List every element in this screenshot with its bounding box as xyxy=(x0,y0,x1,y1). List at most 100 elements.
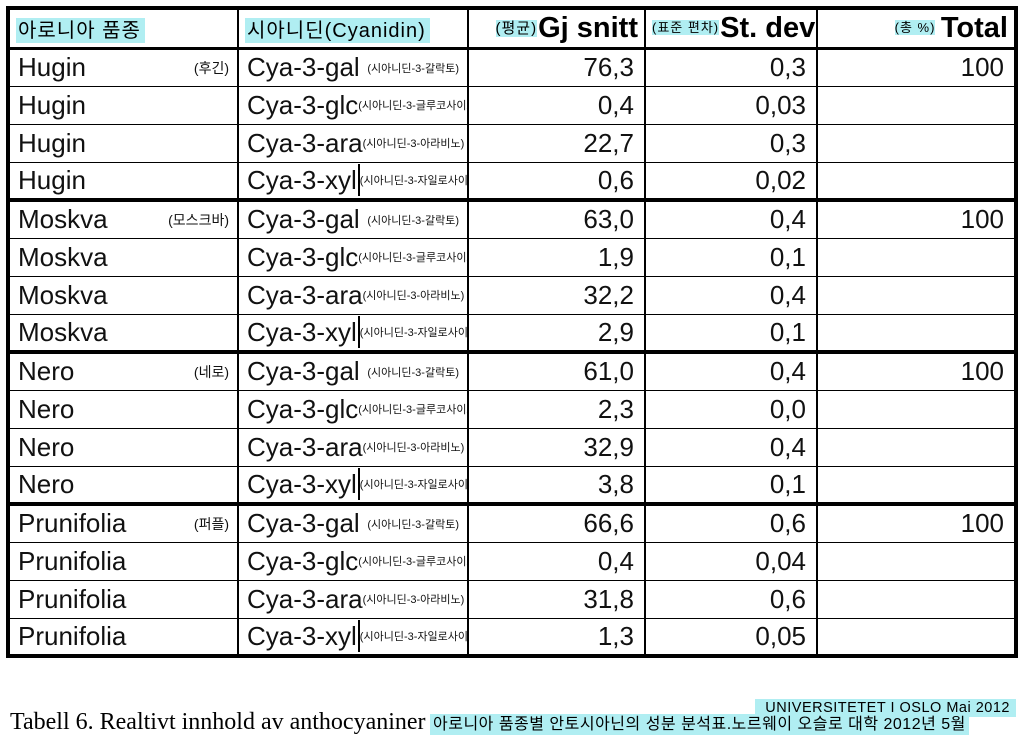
mean-value: 31,8 xyxy=(467,579,645,618)
cyanidin-cell: Cya-3-glc (시아니딘-3-글루코사이드) xyxy=(237,237,468,276)
stdev-value: 0,6 xyxy=(644,502,817,542)
cultivar-cell: Hugin (후긴) xyxy=(7,47,238,86)
cyanidin-korean-note: (시아니딘-3-글루코사이드) xyxy=(358,404,468,416)
table-row: Moskva Cya-3-xyl (시아니딘-3-자일로사이드) 2,9 0,1 xyxy=(7,313,1016,352)
cultivar-name: Hugin xyxy=(18,164,86,195)
table-row: Hugin Cya-3-xyl (시아니딘-3-자일로사이드) 0,6 0,02 xyxy=(7,161,1016,200)
header-mean: (평균)Gj snitt xyxy=(467,7,645,50)
header-cyanidin: 시아니딘(Cyanidin) xyxy=(237,7,468,50)
mean-value: 0,4 xyxy=(467,541,645,580)
stdev-value: 0,3 xyxy=(644,47,817,86)
cyanidin-cell: Cya-3-gal (시아니딘-3-갈락토) xyxy=(237,502,468,542)
cyanidin-name: Cya-3-gal xyxy=(247,204,360,235)
cultivar-name: Prunifolia xyxy=(18,620,127,651)
cursor-bar xyxy=(357,164,360,197)
total-value xyxy=(816,617,1016,656)
cyanidin-name: Cya-3-ara xyxy=(247,431,363,462)
cultivar-korean-note: (퍼플) xyxy=(193,515,229,532)
cultivar-cell: Nero xyxy=(7,427,238,466)
cultivar-name: Hugin xyxy=(18,127,86,158)
cyanidin-cell: Cya-3-ara (시아니딘-3-아라비노) xyxy=(237,427,468,466)
cultivar-name: Moskva xyxy=(18,316,108,347)
caption-area: UNIVERSITETET I OSLO Mai 2012 Tabell 6. … xyxy=(6,696,1018,744)
mean-value: 0,4 xyxy=(467,85,645,124)
mean-value: 0,6 xyxy=(467,161,645,200)
stdev-value: 0,03 xyxy=(644,85,817,124)
header-total-korean: (총 %) xyxy=(894,19,936,35)
mean-value: 32,2 xyxy=(467,275,645,314)
cyanidin-name: Cya-3-xyl xyxy=(247,316,357,347)
mean-value: 63,0 xyxy=(467,198,645,238)
cyanidin-name: Cya-3-glc xyxy=(247,89,359,120)
table-row: Nero Cya-3-ara (시아니딘-3-아라비노) 32,9 0,4 xyxy=(7,427,1016,466)
header-cultivar: 아로니아 품종 xyxy=(7,7,238,50)
university-credit: UNIVERSITETET I OSLO Mai 2012 xyxy=(755,699,1016,717)
cultivar-name: Moskva xyxy=(18,279,108,310)
cyanidin-cell: Cya-3-glc (시아니딘-3-글루코사이드) xyxy=(237,389,468,428)
cyanidin-cell: Cya-3-ara (시아니딘-3-아라비노) xyxy=(237,579,468,618)
total-value xyxy=(816,427,1016,466)
stdev-value: 0,1 xyxy=(644,237,817,276)
cultivar-korean-note: (후긴) xyxy=(193,59,229,76)
stdev-value: 0,3 xyxy=(644,123,817,162)
table-caption: Tabell 6. Realtivt innhold av anthocyani… xyxy=(10,709,969,736)
anthocyanin-table: 아로니아 품종 시아니딘(Cyanidin) (평균)Gj snitt (표준 … xyxy=(6,6,1018,658)
cultivar-cell: Nero (네로) xyxy=(7,350,238,390)
cultivar-cell: Prunifolia xyxy=(7,541,238,580)
header-mean-label: Gj snitt xyxy=(538,11,638,44)
cyanidin-korean-note: (시아니딘-3-글루코사이드) xyxy=(358,100,468,112)
total-value: 100 xyxy=(816,502,1016,542)
table-row: Moskva (모스크바) Cya-3-gal (시아니딘-3-갈락토) 63,… xyxy=(7,198,1016,238)
cultivar-cell: Hugin xyxy=(7,85,238,124)
stdev-value: 0,05 xyxy=(644,617,817,656)
table-row: Nero Cya-3-glc (시아니딘-3-글루코사이드) 2,3 0,0 xyxy=(7,389,1016,428)
cyanidin-korean-note: (시아니딘-3-자일로사이드) xyxy=(359,479,468,492)
table-row: Hugin Cya-3-ara (시아니딘-3-아라비노) 22,7 0,3 xyxy=(7,123,1016,162)
mean-value: 2,3 xyxy=(467,389,645,428)
table-row: Moskva Cya-3-glc (시아니딘-3-글루코사이드) 1,9 0,1 xyxy=(7,237,1016,276)
mean-value: 3,8 xyxy=(467,465,645,504)
cyanidin-korean-note: (시아니딘-3-자일로사이드) xyxy=(359,327,468,340)
total-value xyxy=(816,85,1016,124)
cyanidin-cell: Cya-3-xyl (시아니딘-3-자일로사이드) xyxy=(237,465,468,504)
cultivar-name: Prunifolia xyxy=(18,545,127,576)
cursor-bar xyxy=(357,620,360,653)
total-value: 100 xyxy=(816,198,1016,238)
header-total-label: Total xyxy=(940,11,1008,44)
cyanidin-korean-note: (시아니딘-3-갈락토) xyxy=(367,62,459,75)
cultivar-name: Prunifolia xyxy=(18,583,127,614)
header-cyanidin-label: 시아니딘(Cyanidin) xyxy=(245,17,430,43)
cultivar-cell: Moskva xyxy=(7,237,238,276)
cyanidin-korean-note: (시아니딘-3-갈락토) xyxy=(367,518,459,531)
mean-value: 22,7 xyxy=(467,123,645,162)
anthocyanin-table-wrap: 아로니아 품종 시아니딘(Cyanidin) (평균)Gj snitt (표준 … xyxy=(6,6,1018,658)
cultivar-cell: Hugin xyxy=(7,123,238,162)
cyanidin-korean-note: (시아니딘-3-갈락토) xyxy=(367,366,459,379)
cultivar-cell: Nero xyxy=(7,465,238,504)
cyanidin-name: Cya-3-ara xyxy=(247,583,363,614)
cyanidin-name: Cya-3-glc xyxy=(247,545,359,576)
mean-value: 32,9 xyxy=(467,427,645,466)
header-cultivar-label: 아로니아 품종 xyxy=(16,17,145,43)
cultivar-cell: Moskva xyxy=(7,313,238,352)
header-stdev: (표준 편차)St. dev xyxy=(644,7,817,50)
total-value xyxy=(816,313,1016,352)
table-row: Nero (네로) Cya-3-gal (시아니딘-3-갈락토) 61,0 0,… xyxy=(7,350,1016,390)
cyanidin-cell: Cya-3-ara (시아니딘-3-아라비노) xyxy=(237,123,468,162)
cultivar-cell: Moskva xyxy=(7,275,238,314)
caption-korean-text: 아로니아 품종별 안토시아닌의 성분 분석표.노르웨이 오슬로 대학 2012년… xyxy=(430,714,969,735)
cyanidin-korean-note: (시아니딘-3-아라비노) xyxy=(362,138,465,150)
stdev-value: 0,1 xyxy=(644,313,817,352)
total-value xyxy=(816,465,1016,504)
cyanidin-name: Cya-3-gal xyxy=(247,356,360,387)
cyanidin-cell: Cya-3-glc (시아니딘-3-글루코사이드) xyxy=(237,541,468,580)
cyanidin-name: Cya-3-xyl xyxy=(247,468,357,499)
cyanidin-korean-note: (시아니딘-3-아라비노) xyxy=(362,442,465,454)
stdev-value: 0,0 xyxy=(644,389,817,428)
cultivar-cell: Prunifolia xyxy=(7,617,238,656)
header-stdev-korean: (표준 편차) xyxy=(652,19,720,35)
cyanidin-name: Cya-3-glc xyxy=(247,393,359,424)
mean-value: 61,0 xyxy=(467,350,645,390)
cultivar-name: Nero xyxy=(18,431,75,462)
header-total: (총 %) Total xyxy=(816,7,1016,50)
